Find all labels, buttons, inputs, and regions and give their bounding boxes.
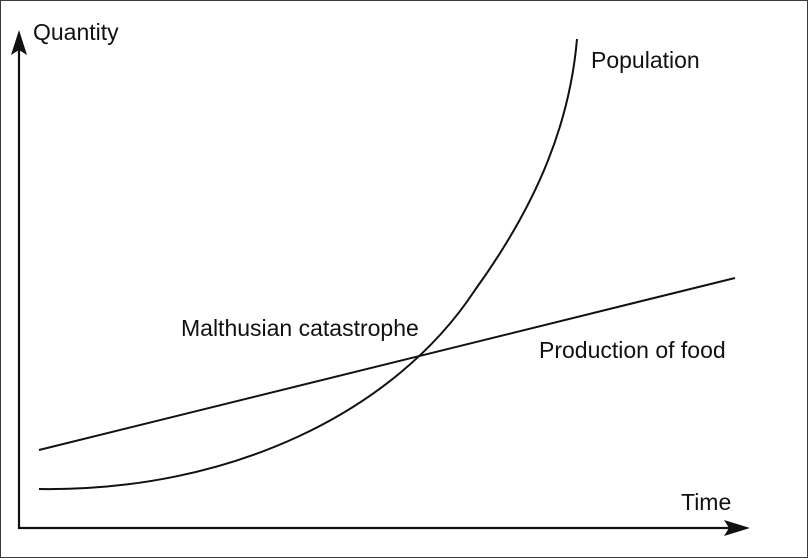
- malthusian-catastrophe-label: Malthusian catastrophe: [181, 315, 419, 341]
- food-production-label: Production of food: [539, 337, 726, 363]
- population-curve: [38, 38, 578, 491]
- population-label: Population: [591, 47, 700, 73]
- y-axis-label: Quantity: [33, 19, 119, 45]
- x-axis-label: Time: [681, 489, 732, 515]
- food-production-line: [38, 277, 736, 451]
- x-axis-arrow-icon: [724, 520, 750, 536]
- y-axis-arrow-icon: [11, 30, 27, 55]
